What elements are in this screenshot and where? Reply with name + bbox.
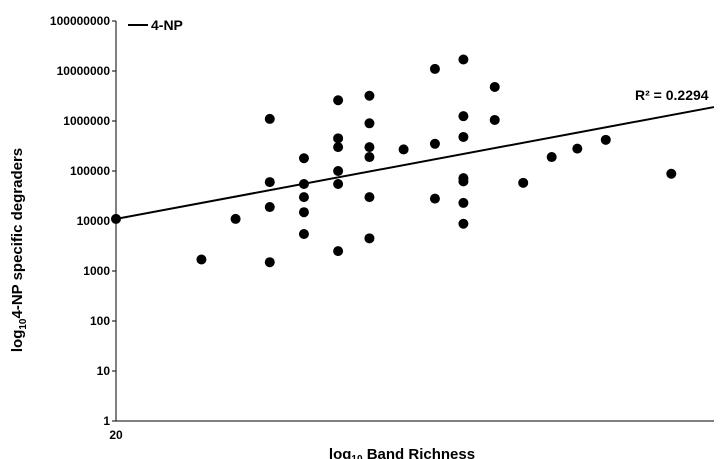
x-tick-label: 20 bbox=[109, 428, 123, 442]
data-point bbox=[333, 246, 344, 257]
data-point bbox=[333, 142, 344, 153]
data-point bbox=[364, 233, 375, 244]
data-point bbox=[666, 168, 677, 179]
data-point bbox=[572, 143, 583, 154]
data-point bbox=[333, 178, 344, 189]
legend: 4-NP bbox=[128, 17, 183, 33]
data-point bbox=[489, 81, 500, 92]
data-point bbox=[333, 133, 344, 144]
data-point bbox=[298, 207, 309, 218]
x-axis-ticks: 20 bbox=[109, 428, 123, 442]
legend-label: 4-NP bbox=[151, 17, 183, 33]
data-point bbox=[230, 213, 241, 224]
r-squared-annotation: R² = 0.2294 bbox=[635, 87, 709, 103]
data-point bbox=[458, 111, 469, 122]
data-point bbox=[264, 202, 275, 213]
y-axis-label: log104-NP specific degraders bbox=[9, 148, 29, 352]
data-point bbox=[298, 228, 309, 239]
data-point bbox=[518, 177, 529, 188]
y-tick-label: 1000 bbox=[83, 264, 110, 278]
y-tick-label: 100 bbox=[90, 314, 110, 328]
y-tick-label: 10000000 bbox=[57, 64, 111, 78]
data-point bbox=[264, 177, 275, 188]
y-tick-label: 1000000 bbox=[63, 114, 110, 128]
data-point bbox=[333, 166, 344, 176]
data-point bbox=[458, 218, 469, 229]
data-point bbox=[264, 113, 275, 124]
data-point bbox=[298, 178, 309, 189]
data-point bbox=[333, 95, 344, 106]
data-point bbox=[546, 152, 557, 163]
trendline bbox=[115, 106, 715, 220]
y-tick-label: 100000000 bbox=[50, 14, 110, 28]
data-point bbox=[600, 134, 611, 145]
data-point bbox=[364, 142, 375, 153]
data-point bbox=[364, 192, 375, 203]
data-point bbox=[298, 192, 309, 203]
data-point bbox=[398, 144, 409, 155]
data-point bbox=[196, 254, 207, 265]
data-point bbox=[298, 153, 309, 164]
x-axis-label: log10 Band Richness bbox=[329, 446, 475, 459]
data-point bbox=[111, 213, 121, 224]
data-point bbox=[364, 90, 375, 101]
y-tick-label: 10 bbox=[97, 364, 111, 378]
data-point bbox=[458, 131, 469, 142]
data-point bbox=[458, 54, 469, 65]
y-tick-label: 1 bbox=[103, 414, 110, 428]
data-point bbox=[429, 138, 440, 149]
data-point bbox=[429, 63, 440, 74]
y-tick-label: 10000 bbox=[77, 214, 111, 228]
y-tick-label: 100000 bbox=[70, 164, 110, 178]
data-point bbox=[364, 152, 375, 163]
data-point bbox=[429, 193, 440, 204]
y-axis-ticks: 1 10 100 1000 10000 100000 1000000 10000000 1000… bbox=[50, 14, 116, 428]
data-point bbox=[458, 197, 469, 208]
data-point bbox=[264, 257, 275, 268]
data-point bbox=[364, 118, 375, 129]
data-point bbox=[458, 176, 469, 187]
data-points bbox=[111, 54, 677, 268]
data-point bbox=[489, 114, 500, 125]
